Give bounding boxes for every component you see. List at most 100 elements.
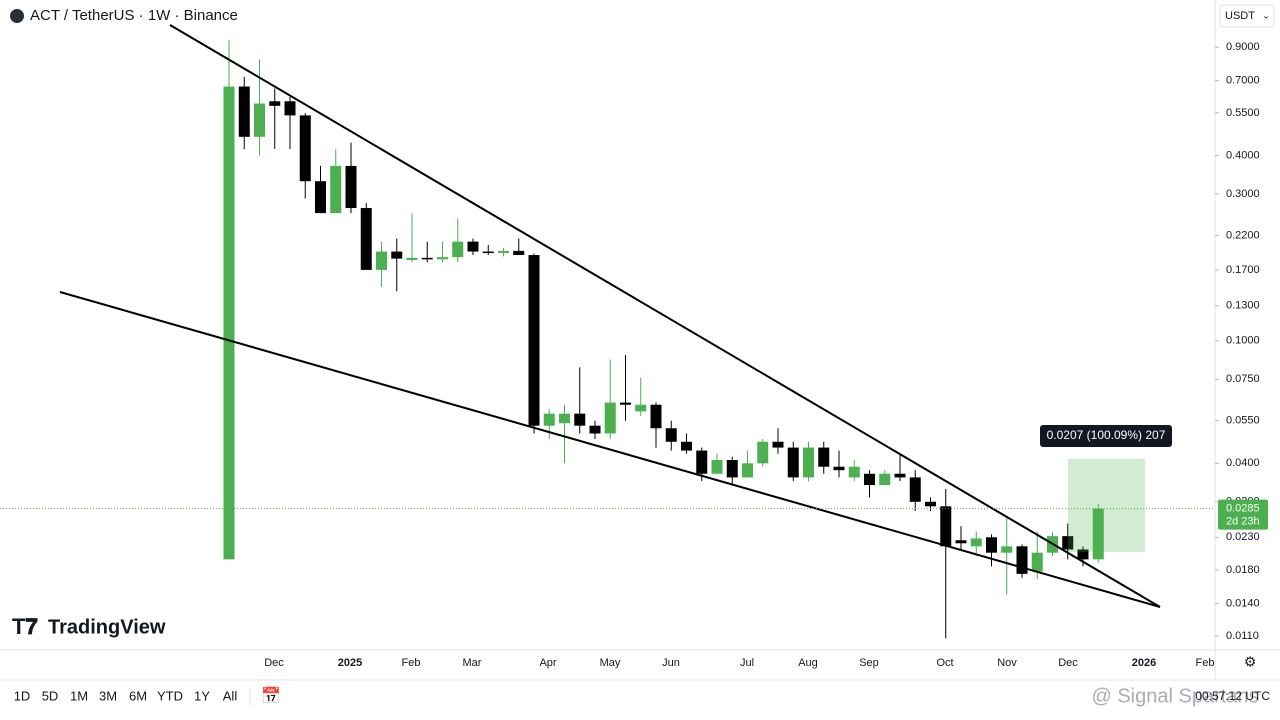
x-tick-label: Apr [539, 657, 556, 669]
candle-body [482, 251, 494, 254]
y-tick-label: 0.7000 [1226, 75, 1260, 87]
x-tick-label: Sep [859, 657, 879, 669]
candle-body [726, 460, 738, 478]
x-tick-label: Oct [936, 657, 953, 669]
y-tick-label: 0.0400 [1226, 457, 1260, 469]
settings-icon[interactable]: ⚙ [1244, 654, 1257, 670]
candle-body [254, 103, 265, 137]
candle-body [376, 251, 387, 270]
candle-body [1031, 552, 1043, 572]
candle-body [909, 477, 921, 502]
x-tick-label: Mar [463, 657, 482, 669]
candle-body [315, 181, 326, 214]
candle-body [299, 115, 311, 182]
candle-body [635, 404, 647, 412]
timeframe-button[interactable]: 1Y [194, 688, 210, 703]
candle-body [757, 441, 769, 464]
candle-body [604, 402, 616, 434]
timeframe-button[interactable]: 5D [42, 688, 59, 703]
y-tick-label: 0.0550 [1226, 415, 1260, 427]
candle-body [1001, 546, 1013, 553]
currency[interactable]: USDT [1225, 10, 1255, 22]
timeframe-button[interactable]: 1D [14, 688, 31, 703]
candle-body [833, 466, 845, 471]
y-tick-label: 0.5500 [1226, 107, 1260, 119]
candle-body [879, 473, 891, 486]
y-tick-label: 0.4000 [1226, 149, 1260, 161]
candle-body [528, 255, 540, 426]
y-tick-label: 0.0750 [1226, 373, 1260, 385]
y-tick-label: 0.1000 [1226, 335, 1260, 347]
y-tick-label: 0.2200 [1226, 229, 1260, 241]
brand: TradingView [48, 616, 166, 638]
candle-body [711, 460, 723, 474]
candle-body [864, 473, 875, 486]
timeframe-button[interactable]: YTD [157, 688, 183, 703]
candle-body [940, 506, 952, 547]
x-tick-label: 2026 [1132, 657, 1156, 669]
last-price-box [1218, 499, 1268, 530]
x-tick-label: Dec [1058, 657, 1078, 669]
candle-body [620, 402, 631, 405]
x-tick-label: May [600, 657, 621, 669]
x-tick-label: Aug [798, 657, 818, 669]
y-tick-label: 0.9000 [1226, 41, 1260, 53]
candle-body [1077, 549, 1089, 560]
x-tick-label: Nov [997, 657, 1017, 669]
y-tick-label: 0.1700 [1226, 264, 1260, 276]
candle-body [284, 101, 296, 116]
y-tick-label: 0.0180 [1226, 564, 1260, 576]
x-tick-label: Feb [402, 657, 421, 669]
y-tick-label: 0.1300 [1226, 300, 1260, 312]
candle-body [1092, 508, 1104, 560]
candle-body [421, 257, 433, 260]
timeframe-button[interactable]: 3M [99, 688, 117, 703]
candle-body [467, 241, 479, 252]
measure-label-box [1040, 425, 1172, 447]
candle-body [345, 165, 357, 209]
candle-body [513, 250, 525, 256]
timeframe-button[interactable]: All [223, 688, 238, 703]
candle-body [772, 441, 784, 448]
candle-body [543, 413, 555, 426]
candle-body [665, 428, 677, 442]
x-tick-label: Jul [740, 657, 754, 669]
timeframe-button[interactable]: 6M [129, 688, 147, 703]
candle-body [787, 447, 799, 478]
candle-body [498, 250, 509, 253]
currency-button[interactable] [1219, 4, 1275, 28]
y-tick-label: 0.0230 [1226, 531, 1260, 543]
symbol-icon [10, 9, 24, 23]
candle-body [391, 251, 403, 259]
candle-body [848, 466, 860, 478]
candle-body [574, 413, 586, 426]
chart-title: ACT / TetherUS · 1W · Binance [30, 7, 238, 24]
candle-body [818, 447, 830, 467]
watermark: @ Signal Spartans [1091, 685, 1258, 707]
candle-body [970, 538, 982, 547]
candle-body [238, 86, 250, 137]
candle-body [742, 463, 753, 478]
trend-line-upper [169, 24, 1161, 608]
y-tick-label: 0.0140 [1226, 598, 1260, 610]
measure-range [1068, 459, 1145, 552]
calendar-icon[interactable]: 📅 [261, 686, 281, 705]
trend-line-lower [59, 291, 1161, 608]
candle-body [330, 165, 342, 214]
candle-body [452, 241, 464, 258]
currency-caret[interactable]: ⌄ [1262, 10, 1270, 20]
candle-body [894, 473, 906, 478]
measure-label: 0.0207 (100.09%) 207 [1047, 428, 1166, 442]
candle-body [223, 86, 235, 560]
clock: 00:57:12 UTC [1195, 689, 1270, 703]
timeframe-bar: 1D 5D 1M 3M 6M YTD 1Y All [14, 688, 238, 703]
candle-body [360, 208, 372, 270]
candle-body [406, 257, 418, 261]
brand-icon: T𝟕 [12, 614, 38, 639]
candle-body [986, 537, 997, 553]
timeframe-button[interactable]: 1M [70, 688, 88, 703]
candle-body [681, 441, 692, 451]
candle-body [803, 447, 814, 478]
